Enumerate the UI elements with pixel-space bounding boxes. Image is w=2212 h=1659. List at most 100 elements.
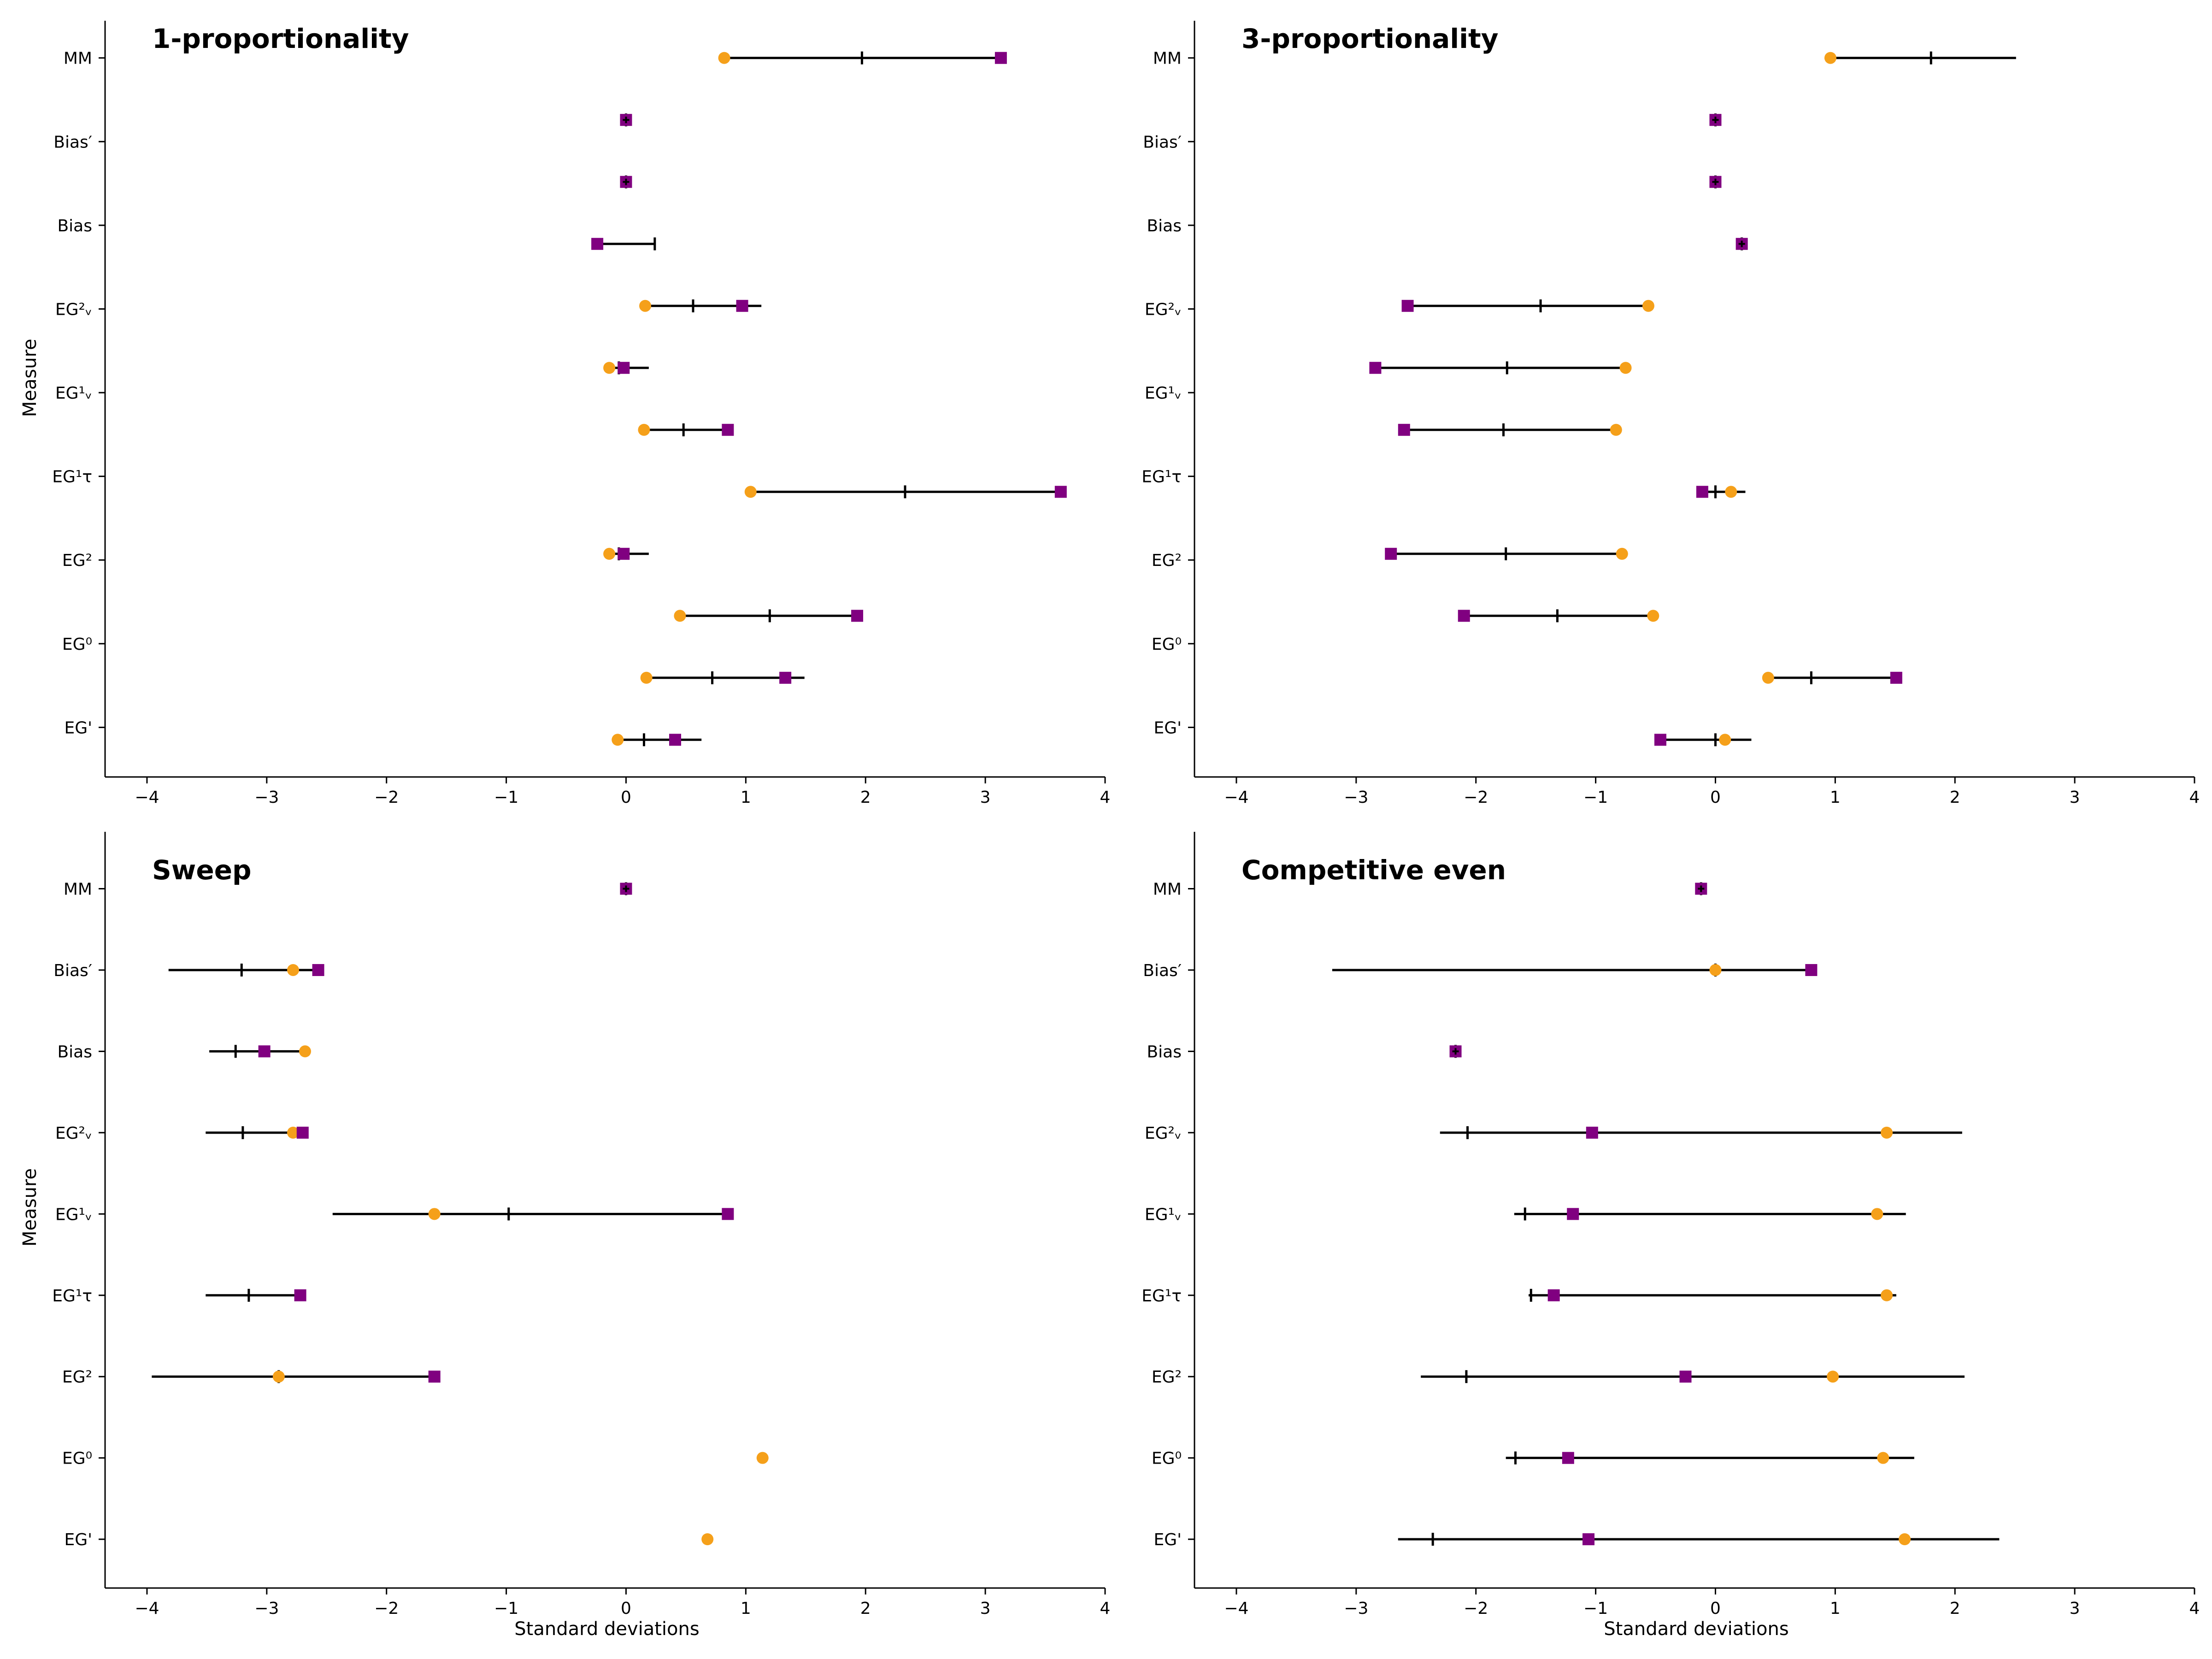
panel-competitive-even: Competitive even Standard deviations −4 −… [1141,832,2200,1640]
purple-point [1369,362,1382,374]
y-tick-label: EG' [1153,1530,1182,1549]
orange-point [701,1533,714,1546]
purple-point [1696,486,1708,498]
orange-point [639,300,652,312]
x-tick-label: 4 [1100,788,1111,807]
y-axis-title: Measure [19,339,41,417]
y-tick-label: EG⁰ [1152,1449,1182,1468]
orange-point [287,964,300,976]
purple-point [618,362,630,374]
x-tick-label: −2 [1464,788,1488,807]
x-tick-label: −2 [1464,1599,1488,1618]
orange-point [756,1452,769,1464]
purple-point [296,1126,309,1139]
x-tick-label: −4 [135,1599,159,1618]
purple-point [722,1208,734,1220]
y-tick-label: MM [1153,49,1182,68]
orange-point [744,486,757,498]
x-tick-label: 1 [741,1599,751,1618]
y-tick-label: EG' [64,718,92,737]
x-axis-title: Standard deviations [514,1618,699,1640]
y-tick-label: EG²ᵥ [1145,1124,1182,1143]
y-tick-label: Bias′ [1143,133,1182,152]
purple-point [1805,964,1818,976]
y-tick-label: EG⁰ [1152,635,1182,654]
orange-point [603,547,616,560]
x-tick-label: 4 [2189,788,2200,807]
x-tick-label: 2 [860,1599,871,1618]
x-tick-label: 1 [1830,788,1841,807]
y-tick-label: EG² [1152,551,1182,570]
panel-1-proportionality: 1-proportionality Measure −4 −3 −2 −1 0 1 2 3 4 M… [19,21,1110,807]
x-tick-label: −1 [1583,1599,1608,1618]
purple-point [258,1045,271,1058]
x-tick-label: 4 [2189,1599,2200,1618]
x-tick-label: 4 [1100,1599,1111,1618]
y-tick-label: MM [64,49,92,68]
x-tick-label: −1 [1583,788,1608,807]
y-tick-label: Bias [57,1042,92,1061]
purple-point [1586,1126,1598,1139]
orange-point [1762,671,1774,684]
y-tick-label: EG² [62,551,92,570]
y-tick-label: Bias [1147,217,1182,235]
purple-point [1890,671,1902,684]
purple-point [1583,1533,1595,1546]
y-axis-title: Measure [19,1168,41,1247]
orange-point [1899,1533,1911,1546]
y-tick-label: Bias [57,217,92,235]
orange-point [1871,1208,1883,1220]
y-tick-label: EG¹τ [52,1287,92,1306]
purple-point [1547,1289,1560,1301]
orange-point [287,1126,300,1139]
x-tick-label: −3 [254,788,279,807]
orange-point [603,362,616,374]
purple-point [618,547,630,560]
panel-title: Sweep [152,854,252,886]
orange-point [1877,1452,1889,1464]
purple-point [669,734,682,746]
purple-point [1401,300,1414,312]
x-tick-label: −1 [494,788,518,807]
purple-point [1679,1371,1692,1383]
y-tick-label: EG¹ᵥ [1145,1205,1182,1224]
x-tick-label: 0 [1710,788,1721,807]
orange-point [1719,734,1731,746]
orange-point [1881,1289,1893,1301]
panel-title: 3-proportionality [1241,23,1499,54]
purple-point [428,1371,441,1383]
purple-point [736,300,748,312]
x-tick-label: −2 [374,788,399,807]
orange-point [1725,486,1737,498]
x-tick-label: 0 [621,1599,631,1618]
y-tick-label: MM [64,880,92,899]
orange-point [640,671,653,684]
x-tick-label: 2 [1950,1599,1960,1618]
y-tick-label: EG¹τ [52,468,92,487]
x-tick-label: −4 [1224,1599,1248,1618]
orange-point [1616,547,1628,560]
y-tick-label: EG¹ᵥ [55,1205,92,1224]
y-tick-label: Bias′ [53,961,92,980]
purple-point [1054,486,1067,498]
orange-point [1642,300,1654,312]
x-tick-label: 3 [980,788,991,807]
orange-point [299,1045,311,1058]
purple-point [312,964,324,976]
x-tick-label: −4 [1224,788,1248,807]
y-tick-label: EG¹τ [1141,1287,1182,1306]
x-tick-label: −4 [135,788,159,807]
y-tick-label: EG⁰ [62,1449,92,1468]
x-tick-label: 1 [741,788,751,807]
panel-sweep: Sweep Measure Standard deviations −4 −3 −2… [19,832,1110,1640]
purple-point [1385,547,1397,560]
x-tick-label: 0 [1710,1599,1721,1618]
x-tick-label: −3 [1344,788,1368,807]
orange-point [612,734,624,746]
orange-point [1647,610,1659,622]
y-tick-label: MM [1153,880,1182,899]
y-tick-label: EG² [62,1368,92,1387]
panel-title: Competitive even [1241,854,1506,886]
x-tick-label: 2 [860,788,871,807]
